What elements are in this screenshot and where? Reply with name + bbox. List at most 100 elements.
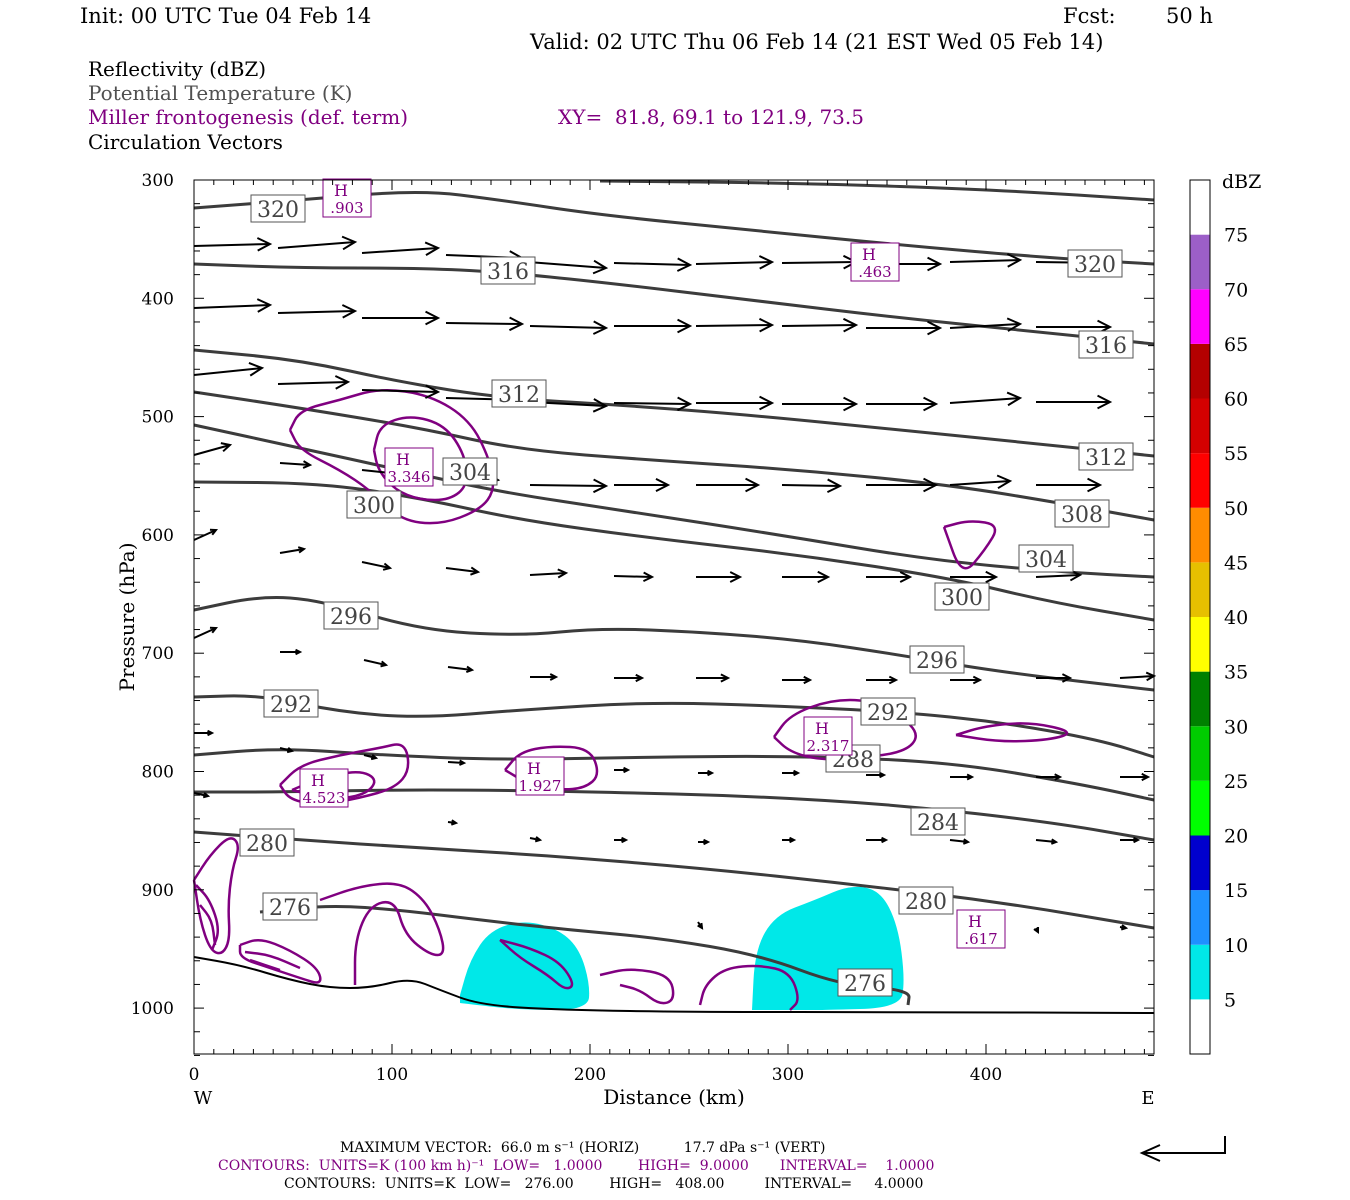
theta-label-17: 284 [910, 807, 966, 836]
frontogenesis-max-4: H4.523 [299, 768, 349, 808]
theta-label-text: 276 [844, 972, 886, 997]
frontogenesis-contour-15 [319, 882, 445, 985]
frontogenesis-max-value: 4.523 [303, 789, 346, 807]
theta-contour-1 [599, 179, 1155, 202]
x-tick-label: 100 [376, 1065, 408, 1085]
circulation-vector-19 [781, 317, 859, 333]
circulation-vector-79 [1120, 772, 1151, 782]
colorbar-label: 60 [1224, 389, 1248, 411]
x-end-east: E [1141, 1088, 1154, 1109]
circulation-vector-15 [445, 316, 525, 332]
theta-contour-12 [193, 830, 1155, 930]
frontogenesis-contour-16 [499, 938, 574, 990]
circulation-vector-63 [782, 675, 813, 685]
colorbar-label: 10 [1224, 935, 1248, 957]
footer-contours-frontogenesis: CONTOURS: UNITS=K (100 km h)⁻¹ LOW= 1.00… [218, 1158, 935, 1174]
colorbar-label: 70 [1224, 279, 1248, 301]
theta-label-text: 300 [941, 586, 983, 611]
theta-label-12: 296 [323, 601, 379, 630]
theta-label-6: 312 [1078, 442, 1134, 471]
circulation-vector-31 [866, 396, 939, 412]
circulation-vector-86 [866, 836, 889, 844]
theta-label-text: 312 [1085, 446, 1127, 471]
circulation-vector-41 [781, 478, 843, 494]
frontogenesis-max-marker: H [862, 245, 876, 264]
theta-label-text: 304 [449, 461, 491, 486]
circulation-vector-65 [950, 675, 983, 685]
circulation-vector-57 [280, 648, 303, 656]
circulation-vector-30 [782, 396, 859, 412]
circulation-vector-49 [529, 568, 569, 579]
reference-vector [1139, 1136, 1226, 1162]
footer-contours-theta: CONTOURS: UNITS=K LOW= 276.00 HIGH= 408.… [284, 1176, 924, 1192]
frontogenesis-contour-14 [249, 958, 281, 972]
frontogenesis-max-2: H.463 [850, 242, 900, 282]
colorbar-swatch-20 [1190, 780, 1210, 836]
colorbar-below-5 [1190, 999, 1210, 1054]
colorbar-swatch-10 [1190, 890, 1210, 945]
circulation-vector-90 [697, 921, 704, 930]
frontogenesis-max-5: H1.927 [515, 756, 565, 796]
circulation-vector-13 [277, 304, 358, 319]
frontogenesis-max-7: H.617 [956, 909, 1006, 949]
theta-contour-5 [193, 390, 1155, 522]
circulation-vector-45 [193, 528, 219, 541]
circulation-vector-81 [447, 819, 459, 826]
circulation-vector-34 [193, 442, 233, 456]
frontogenesis-max-value: .463 [858, 263, 891, 281]
x-tick-label: 300 [772, 1065, 804, 1085]
colorbar-swatch-5 [1190, 944, 1210, 1000]
circulation-vector-16 [529, 320, 609, 335]
frontogenesis-max-marker: H [311, 771, 325, 790]
circulation-vector-56 [193, 626, 219, 639]
theta-label-text: 296 [916, 649, 958, 674]
frontogenesis-max-marker: H [815, 719, 829, 738]
colorbar-swatch-40 [1190, 562, 1210, 617]
colorbar-label: 30 [1224, 716, 1248, 738]
circulation-vector-73 [614, 766, 631, 774]
circulation-vector-74 [698, 769, 715, 777]
circulation-vector-7 [695, 255, 775, 270]
colorbar-unit: dBZ [1222, 171, 1261, 193]
theta-label-text: 320 [257, 198, 299, 223]
theta-label-text: 312 [498, 383, 540, 408]
y-tick-label: 600 [142, 526, 174, 546]
theta-contour-3 [193, 262, 1155, 346]
colorbar-swatch-65 [1190, 289, 1210, 344]
circulation-vector-39 [614, 477, 671, 493]
circulation-vector-80 [193, 792, 211, 799]
circulation-vector-43 [949, 474, 1013, 490]
colorbar-label: 20 [1224, 826, 1248, 848]
theta-label-19: 280 [898, 886, 954, 915]
circulation-vector-78 [1036, 773, 1063, 781]
circulation-vector-64 [866, 675, 899, 685]
theta-label-text: 280 [246, 832, 288, 857]
circulation-vector-40 [696, 477, 761, 493]
theta-label-10: 300 [346, 490, 402, 519]
colorbar-swatch-35 [1190, 617, 1210, 672]
colorbar-label: 55 [1224, 443, 1248, 465]
circulation-vector-1 [193, 237, 273, 252]
colorbar-label: 5 [1224, 989, 1236, 1011]
circulation-vector-3 [361, 241, 441, 257]
theta-label-11: 300 [934, 582, 990, 611]
circulation-vector-29 [696, 395, 775, 411]
theta-label-16: 288 [825, 744, 881, 773]
circulation-vector-50 [613, 571, 655, 582]
theta-label-3: 316 [480, 256, 536, 285]
colorbar-label: 45 [1224, 552, 1248, 574]
x-axis-title: Distance (km) [603, 1085, 745, 1109]
forecast-hour: 50 h [1166, 4, 1213, 28]
theta-contour-7 [193, 480, 1155, 622]
theta-label-text: 292 [270, 693, 312, 718]
theta-label-text: 308 [1061, 503, 1103, 528]
circulation-vector-35 [279, 460, 313, 469]
circulation-vector-61 [614, 673, 645, 683]
theta-contour-10 [193, 748, 1155, 802]
circulation-vector-83 [614, 836, 629, 844]
circulation-vector-84 [698, 838, 711, 846]
theta-label-7: 308 [1054, 499, 1110, 528]
x-tick-label: 200 [574, 1065, 606, 1085]
circulation-vector-70 [363, 753, 379, 761]
